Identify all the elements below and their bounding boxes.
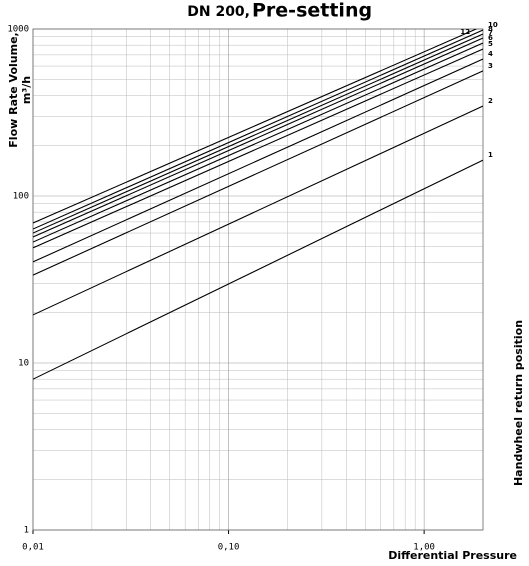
y-tick-label: 1000: [7, 25, 29, 35]
x-tick-label: 0,10: [218, 543, 240, 553]
series-line: [33, 42, 483, 243]
series-label: 5: [488, 40, 493, 48]
series-line: [33, 58, 483, 263]
series-label: 4: [488, 50, 493, 58]
series-line: [33, 105, 483, 316]
series-label: 6: [488, 34, 493, 42]
x-tick-label: 0,01: [22, 543, 44, 553]
x-tick-label: 1,00: [413, 543, 435, 553]
series-label: 7: [488, 29, 493, 37]
plot-frame: [32, 28, 484, 531]
right-axis-label: Handwheel return position: [512, 320, 525, 486]
series-label: 8: [488, 25, 493, 33]
series-line: [33, 37, 483, 238]
y-axis-label: Flow Rate Volume,: [7, 32, 20, 147]
series-label: 12: [460, 28, 470, 36]
y-tick-label: 100: [13, 192, 29, 202]
series-line: [33, 159, 483, 380]
series-label: 10: [488, 21, 498, 29]
y-tick-label: 1: [24, 526, 29, 536]
y-axis-label: m³/h: [20, 76, 33, 104]
x-axis-label: Differential Pressure: [388, 549, 517, 562]
plot-area: [33, 29, 483, 380]
series-line: [33, 70, 483, 276]
series-line: [33, 29, 483, 230]
series-line: [33, 48, 483, 249]
chart-subtitle: Pre-setting: [252, 0, 372, 22]
series-label: 1: [488, 151, 493, 159]
y-tick-label: 10: [18, 359, 29, 369]
series-line: [33, 29, 478, 224]
chart-title: DN 200,: [187, 4, 250, 20]
series-line: [33, 33, 483, 234]
series-label: 2: [488, 97, 493, 105]
series-label: 3: [488, 62, 493, 70]
